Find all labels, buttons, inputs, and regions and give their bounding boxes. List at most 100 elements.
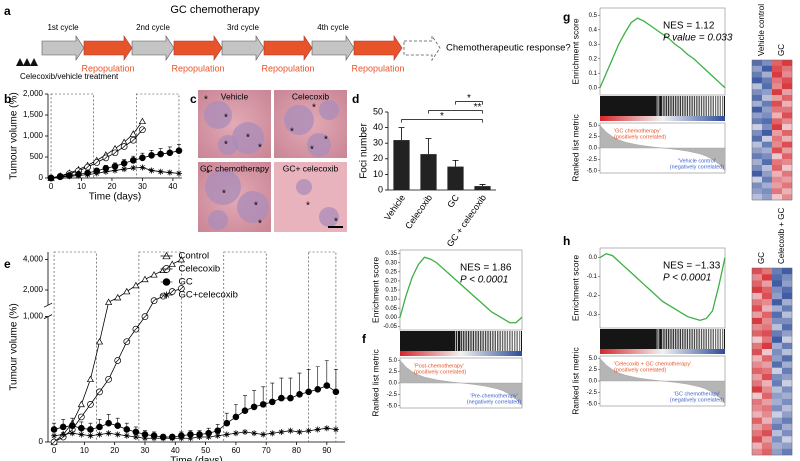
focus-marker: * xyxy=(258,219,262,230)
heatmap-cell xyxy=(762,77,773,84)
heatmap-cell xyxy=(772,392,783,400)
heatmap-cell xyxy=(752,436,763,443)
data-point xyxy=(105,419,112,427)
data-point xyxy=(166,149,174,157)
heatmap-cell xyxy=(772,188,783,195)
tumour-focus xyxy=(218,135,238,155)
treatment-mark xyxy=(16,58,24,66)
x-tick-label: 40 xyxy=(168,182,177,191)
heatmap-cell xyxy=(782,448,793,456)
data-point xyxy=(169,435,176,442)
y-tick-label: 0.35 xyxy=(385,251,397,257)
heatmap-cell xyxy=(772,159,783,166)
repopulation-label: Repopulation xyxy=(351,63,404,73)
heatmap-cell xyxy=(752,361,763,368)
heatmap-cell xyxy=(782,153,793,160)
data-point xyxy=(87,401,94,408)
heatmap-cell xyxy=(752,417,763,425)
heatmap-cell xyxy=(782,292,793,300)
focus-marker: * xyxy=(204,95,208,106)
heatmap-cell xyxy=(752,159,763,166)
heatmap-cell xyxy=(762,194,773,201)
data-point xyxy=(223,431,230,438)
heatmap-cell xyxy=(762,386,773,393)
focus-marker: * xyxy=(258,143,262,154)
heatmap-cell xyxy=(782,182,793,189)
metric-tick-label: -5.0 xyxy=(587,401,598,407)
heatmap-cell xyxy=(752,77,763,84)
heatmap-cell xyxy=(762,95,773,102)
heatmap-cell xyxy=(782,342,793,350)
heatmap-cell xyxy=(782,124,793,131)
heatmap-cell xyxy=(782,330,793,337)
x-axis-label: Time (days) xyxy=(170,456,222,461)
heatmap-cell xyxy=(772,411,783,418)
heatmap-cell xyxy=(782,268,793,275)
enrichment-curve xyxy=(399,256,523,324)
y-axis-label: Tumour volume (%) xyxy=(9,92,20,179)
positive-label: 'Post-chemotherapy' xyxy=(414,363,464,369)
x-tick-label: GC xyxy=(445,192,461,209)
negative-label: (negatively correlated) xyxy=(670,397,725,403)
y-tick-label: 0.10 xyxy=(385,297,397,303)
heatmap-cell xyxy=(772,268,783,275)
bar xyxy=(420,154,437,190)
treatment-period xyxy=(53,251,97,443)
heatmap-cell xyxy=(752,311,763,319)
error-bar xyxy=(306,368,311,392)
heatmap-cell xyxy=(752,188,763,195)
heatmap-cell xyxy=(762,305,773,312)
data-point xyxy=(251,430,258,437)
heatmap-cell xyxy=(762,106,773,113)
y-tick-label: 0.05 xyxy=(385,306,397,312)
panel-letter: g xyxy=(563,10,570,24)
treatment-label: Celecoxib/vehicle treatment xyxy=(20,72,119,81)
data-point xyxy=(60,431,67,438)
negative-label: 'Vehicle control' xyxy=(678,158,716,164)
heatmap-cell xyxy=(752,448,763,456)
repopulation-arrow xyxy=(263,35,313,61)
error-bar xyxy=(279,377,284,399)
heatmap-cell xyxy=(752,182,763,189)
significance-bracket xyxy=(455,101,483,105)
heatmap-cell xyxy=(782,380,793,387)
heatmap-cell xyxy=(782,71,793,78)
heatmap-cell xyxy=(772,153,783,160)
heatmap-cell xyxy=(752,299,763,306)
heatmap-cell xyxy=(762,147,773,154)
heatmap-cell xyxy=(752,342,763,350)
heatmap-cell xyxy=(782,336,793,343)
data-point xyxy=(148,167,155,174)
heatmap-cell xyxy=(772,274,783,281)
heatmap-cell xyxy=(752,268,763,275)
x-tick-label: 0 xyxy=(52,446,57,455)
heatmap-cell xyxy=(772,89,783,96)
metric-tick-label: -2.5 xyxy=(387,392,398,398)
heatmap-cell xyxy=(762,405,773,412)
heatmap-cell xyxy=(772,95,783,102)
x-tick-label: 70 xyxy=(262,446,271,455)
data-point xyxy=(123,338,131,345)
heatmap-cell xyxy=(752,286,763,294)
data-point xyxy=(50,438,58,446)
heatmap-cell xyxy=(752,349,763,356)
data-point xyxy=(132,433,139,440)
ranked-metric-area xyxy=(599,124,726,172)
data-point xyxy=(114,357,122,364)
data-point xyxy=(129,130,137,137)
heatmap-cell xyxy=(752,100,763,107)
y-tick-label: 2,000 xyxy=(23,285,44,294)
heatmap-cell xyxy=(772,317,783,325)
heatmap-cell xyxy=(762,355,773,362)
data-point xyxy=(178,435,185,442)
heatmap-cell xyxy=(782,286,793,294)
heatmap-cell xyxy=(752,124,763,131)
y-tick-label: 0.3 xyxy=(589,42,598,48)
heatmap-cell xyxy=(762,430,773,437)
heatmap-cell xyxy=(782,405,793,412)
heatmap-cell xyxy=(772,112,783,119)
y-tick-label: 0.20 xyxy=(385,278,397,284)
y-tick-label: 1,500 xyxy=(23,110,44,119)
heatmap-cell xyxy=(752,367,763,375)
data-point xyxy=(177,285,185,292)
